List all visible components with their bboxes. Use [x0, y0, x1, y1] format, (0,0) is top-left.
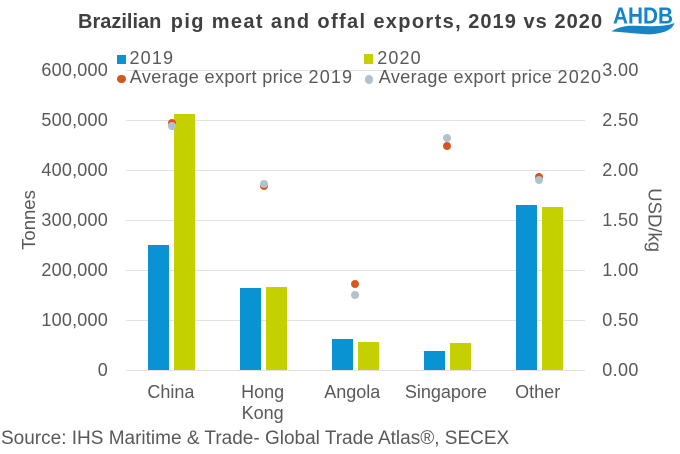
svg-text:AHDB: AHDB [613, 4, 673, 28]
